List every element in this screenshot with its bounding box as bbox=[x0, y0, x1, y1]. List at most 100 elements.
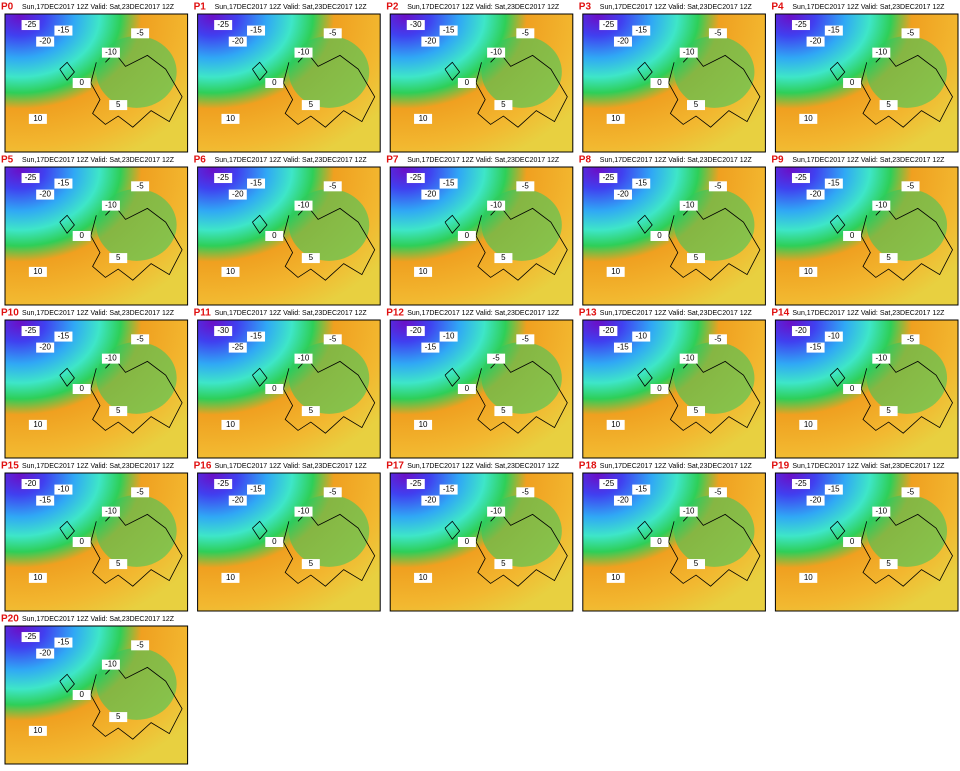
contour-label-box bbox=[131, 334, 150, 345]
contour-label: -25 bbox=[25, 326, 37, 335]
contour-label-box bbox=[494, 406, 513, 417]
contour-label-box bbox=[599, 173, 618, 184]
panel-header: Sun,17DEC2017 12Z Valid: Sat,23DEC2017 1… bbox=[407, 463, 560, 470]
coastline bbox=[860, 510, 953, 587]
panel-header: Sun,17DEC2017 12Z Valid: Sat,23DEC2017 1… bbox=[600, 157, 753, 164]
contour-label: 0 bbox=[272, 384, 277, 393]
contour-label: 0 bbox=[657, 537, 662, 546]
contour-label: 5 bbox=[501, 253, 506, 262]
contour-label: 5 bbox=[886, 559, 891, 568]
contour-label-box bbox=[54, 25, 73, 36]
contour-label: -5 bbox=[907, 28, 915, 37]
contour-label: 5 bbox=[116, 406, 121, 415]
contour-label-box bbox=[323, 334, 342, 345]
coastline bbox=[90, 357, 183, 434]
contour-label: -10 bbox=[683, 201, 695, 210]
contour-label-box bbox=[679, 353, 698, 364]
contour-label-box bbox=[606, 419, 625, 430]
contour-label-box bbox=[650, 231, 669, 241]
contour-label-box bbox=[414, 419, 433, 430]
contour-label: -5 bbox=[907, 181, 915, 190]
contour-label-box bbox=[21, 632, 40, 643]
contour-label-box bbox=[843, 231, 862, 241]
coastline bbox=[59, 61, 75, 81]
contour-label-box bbox=[606, 113, 625, 124]
contour-label: 5 bbox=[694, 559, 699, 568]
contour-label-box bbox=[824, 178, 843, 189]
contour-label: 10 bbox=[33, 114, 42, 123]
panel-header: Sun,17DEC2017 12Z Valid: Sat,23DEC2017 1… bbox=[215, 310, 368, 317]
panel-label: P13 bbox=[579, 308, 597, 319]
contour-label-box bbox=[265, 537, 284, 547]
contour-label: 10 bbox=[804, 420, 813, 429]
contour-label-box bbox=[28, 419, 47, 430]
contour-label: -20 bbox=[410, 326, 422, 335]
coastline bbox=[860, 204, 953, 281]
coastline bbox=[475, 510, 568, 587]
coastline bbox=[475, 357, 568, 434]
coastline bbox=[252, 61, 268, 81]
panel-label: P1 bbox=[194, 2, 207, 13]
contour-label: -25 bbox=[410, 479, 422, 488]
contour-label-box bbox=[708, 181, 727, 192]
contour-label: -10 bbox=[876, 201, 888, 210]
contour-label-box bbox=[72, 384, 91, 394]
coastline bbox=[668, 51, 761, 128]
coastline bbox=[637, 367, 653, 387]
coastline bbox=[637, 520, 653, 540]
contour-label-box bbox=[228, 495, 247, 506]
coastline bbox=[829, 214, 846, 234]
contour-label-box bbox=[613, 36, 632, 47]
contour-label-box bbox=[414, 266, 433, 277]
contour-label: -25 bbox=[25, 173, 37, 182]
contour-label-box bbox=[806, 189, 825, 200]
contour-label: 5 bbox=[501, 559, 506, 568]
contour-label: -25 bbox=[217, 479, 229, 488]
contour-label-box bbox=[101, 200, 120, 211]
contour-label: -5 bbox=[493, 354, 501, 363]
contour-label: -10 bbox=[105, 660, 117, 669]
panel-header: Sun,17DEC2017 12Z Valid: Sat,23DEC2017 1… bbox=[407, 4, 560, 11]
contour-label: -30 bbox=[217, 326, 229, 335]
coastline bbox=[860, 51, 953, 128]
contour-label: 10 bbox=[226, 114, 235, 123]
contour-label-box bbox=[414, 572, 433, 583]
coastline bbox=[282, 51, 376, 128]
contour-label-box bbox=[28, 725, 47, 736]
contour-label: 0 bbox=[465, 537, 470, 546]
contour-label-box bbox=[323, 487, 342, 498]
coastline bbox=[90, 663, 183, 740]
contour-label-box bbox=[406, 326, 425, 337]
contour-label: -25 bbox=[795, 173, 807, 182]
contour-label-box bbox=[494, 253, 513, 264]
contour-label: -5 bbox=[137, 28, 145, 37]
contour-label-box bbox=[687, 559, 706, 570]
contour-label-box bbox=[439, 178, 458, 189]
contour-label: -20 bbox=[795, 326, 807, 335]
coastline bbox=[668, 204, 761, 281]
panel-header: Sun,17DEC2017 12Z Valid: Sat,23DEC2017 1… bbox=[792, 4, 945, 11]
contour-label-box bbox=[879, 100, 898, 111]
contour-label-box bbox=[457, 384, 476, 394]
contour-label: 0 bbox=[79, 78, 84, 87]
contour-label: -10 bbox=[298, 507, 310, 516]
coastline bbox=[475, 51, 568, 128]
contour-label-box bbox=[421, 189, 440, 200]
contour-label-box bbox=[421, 36, 440, 47]
contour-label-box bbox=[439, 25, 458, 36]
contour-label-box bbox=[214, 173, 233, 184]
contour-label-box bbox=[406, 479, 425, 490]
contour-label: -10 bbox=[105, 354, 117, 363]
contour-label: -5 bbox=[907, 334, 915, 343]
contour-label: 0 bbox=[850, 384, 855, 393]
contour-label-box bbox=[901, 334, 920, 345]
contour-label-box bbox=[613, 342, 632, 353]
contour-label: 10 bbox=[226, 573, 235, 582]
contour-label-box bbox=[613, 495, 632, 506]
contour-label-box bbox=[228, 342, 247, 353]
contour-label-box bbox=[487, 47, 506, 58]
panel-label: P3 bbox=[579, 2, 592, 13]
contour-label: -20 bbox=[810, 496, 822, 505]
contour-label: -15 bbox=[250, 179, 262, 188]
